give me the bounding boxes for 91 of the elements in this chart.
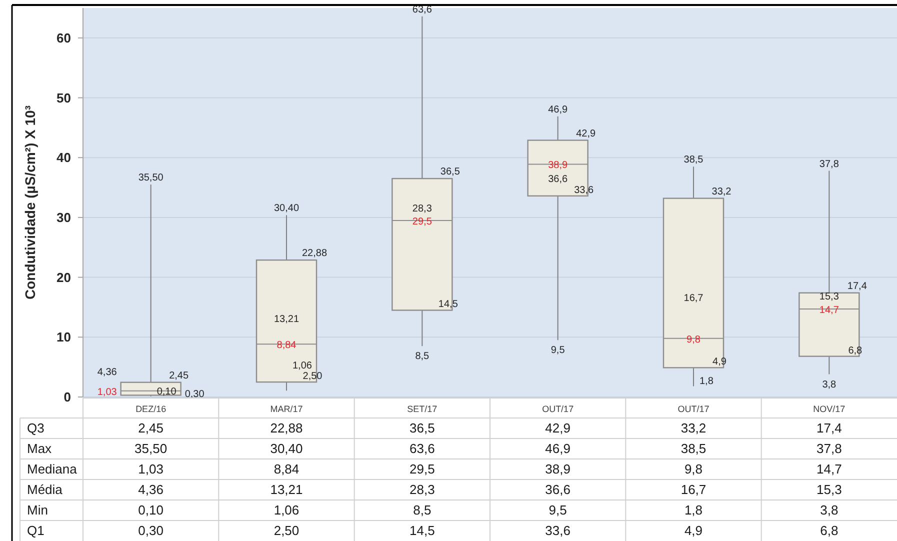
text: 8,84 [274, 462, 300, 476]
category-label: Mediana [27, 462, 77, 476]
text: 9,8 [684, 462, 703, 476]
text: 38,9 [545, 462, 570, 476]
text: 2,45 [138, 420, 164, 436]
text: 1,06 [274, 502, 300, 518]
text: 17,4 [816, 420, 842, 436]
x-tick-label: SET/17 [407, 404, 438, 414]
text: 14,5 [438, 299, 458, 310]
text: 4,36 [97, 366, 117, 378]
text: 17,4 [847, 280, 867, 292]
x-tick-label: DEZ/16 [136, 404, 166, 414]
text: 37,8 [816, 441, 842, 456]
x-tick-label: OUT/17 [542, 404, 574, 414]
text: 1,03 [138, 462, 164, 476]
text: 46,9 [545, 441, 570, 456]
text: 4,9 [712, 356, 726, 368]
x-tick-label: NOV/17 [813, 404, 846, 414]
text: 38,5 [684, 154, 704, 166]
text: 14,7 [819, 305, 839, 316]
x-tick-label: OUT/17 [678, 404, 710, 414]
text: 42,9 [576, 128, 596, 140]
text: 36,5 [440, 166, 460, 178]
category-label: Média [27, 482, 62, 497]
text: 0,30 [138, 523, 164, 538]
text: 0,10 [156, 386, 176, 398]
text: 13,21 [274, 314, 300, 325]
text: 0,10 [138, 502, 164, 518]
text: 8,5 [415, 351, 430, 362]
text: 6,8 [820, 523, 838, 538]
y-tick-label: 30 [56, 210, 71, 226]
text: 29,5 [410, 462, 435, 476]
text: 1,03 [97, 386, 117, 398]
text: 33,6 [574, 184, 594, 196]
text: 63,6 [410, 441, 435, 456]
text: 2,50 [274, 523, 300, 538]
text: 33,2 [680, 420, 706, 436]
text: 46,9 [548, 104, 568, 116]
text: 16,7 [684, 293, 704, 304]
text: 38,9 [548, 160, 568, 172]
text: 33,2 [712, 186, 732, 198]
y-tick-label: 10 [56, 330, 71, 345]
y-tick-label: 50 [56, 90, 71, 106]
text: 36,5 [410, 420, 435, 436]
text: 2,45 [169, 370, 189, 382]
text: 14,7 [816, 462, 842, 476]
text: 15,3 [816, 482, 842, 497]
category-label: Q3 [27, 420, 44, 436]
text: 13,21 [270, 482, 303, 497]
text: 28,3 [412, 204, 432, 215]
text: 30,40 [270, 441, 303, 456]
text: 6,8 [848, 345, 862, 356]
text: 15,3 [819, 291, 839, 302]
text: 8,84 [276, 340, 296, 352]
text: 9,5 [548, 502, 567, 518]
text: 33,6 [545, 523, 570, 538]
y-tick-label: 40 [56, 150, 71, 166]
y-tick-label: 0 [64, 390, 71, 405]
text: 35,50 [138, 172, 164, 184]
category-label: Q1 [27, 523, 44, 538]
text: 9,5 [550, 345, 565, 356]
text: 14,5 [410, 523, 435, 538]
text: 3,8 [820, 502, 838, 518]
text: 1,8 [700, 376, 714, 388]
text: 36,6 [548, 174, 568, 185]
text: 30,40 [274, 203, 300, 214]
text: 37,8 [819, 158, 839, 170]
text: 0,30 [184, 389, 204, 400]
category-label: Max [27, 441, 52, 456]
text: 28,3 [410, 482, 435, 497]
category-label: Min [27, 502, 48, 518]
text: 2,50 [302, 371, 322, 382]
text: 36,6 [545, 482, 570, 497]
y-tick-label: 20 [56, 270, 71, 285]
y-tick-label: 60 [56, 30, 71, 46]
text: 22,88 [302, 248, 328, 260]
x-tick-label: MAR/17 [270, 404, 303, 414]
text: 4,9 [684, 523, 703, 538]
text: 42,9 [545, 420, 570, 436]
text: 9,8 [686, 334, 700, 346]
text: 1,06 [292, 360, 312, 372]
text: 16,7 [680, 482, 706, 497]
text: 35,50 [134, 441, 168, 456]
text: 38,5 [680, 441, 706, 456]
text: 1,8 [684, 502, 703, 518]
text: 29,5 [412, 216, 432, 228]
text: 8,5 [413, 502, 432, 518]
text: 3,8 [822, 379, 836, 390]
text: 4,36 [138, 482, 164, 497]
y-axis-title: Condutividade (µS/cm²) X 10³ [22, 105, 38, 300]
text: 22,88 [270, 420, 303, 436]
